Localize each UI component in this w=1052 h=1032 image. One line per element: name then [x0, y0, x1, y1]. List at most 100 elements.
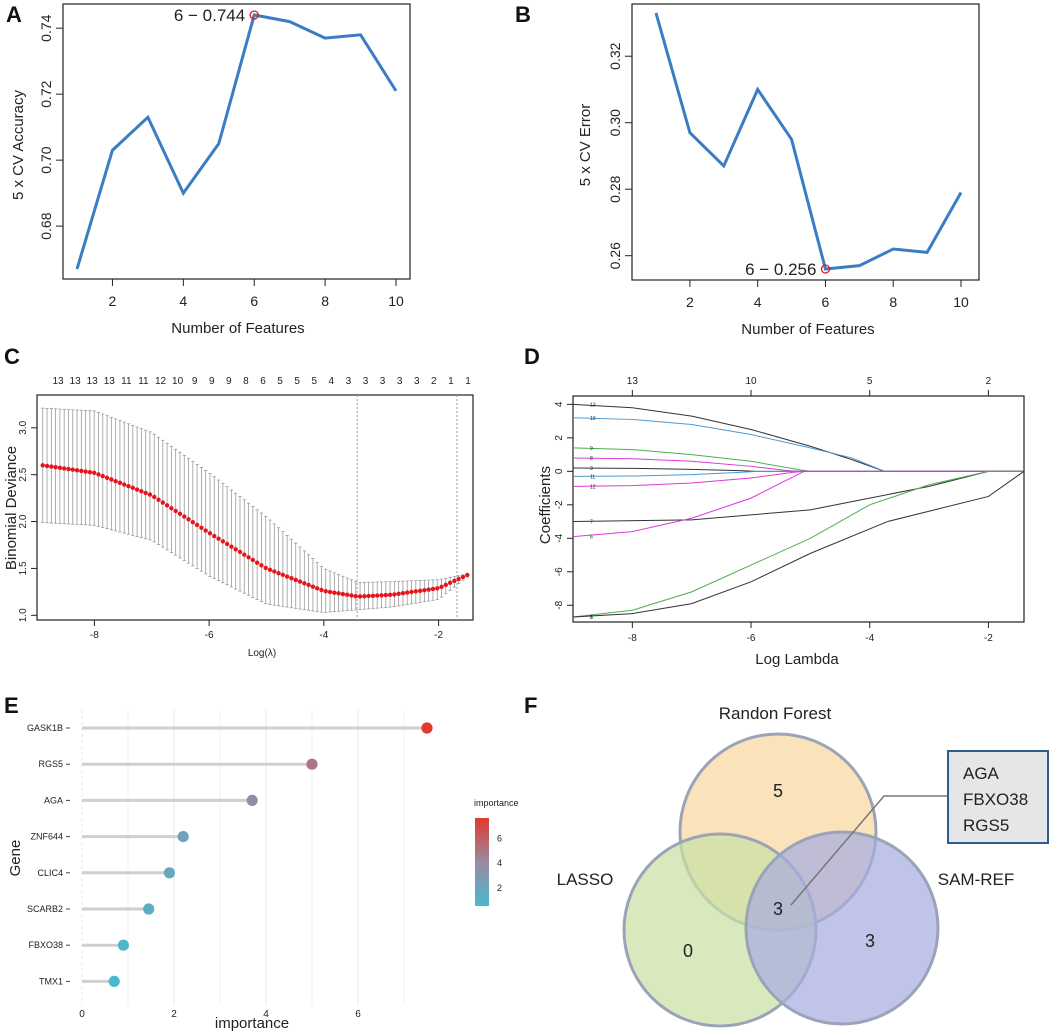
panel-c-deviance-point — [366, 593, 371, 599]
panel-c-deviance-point — [336, 591, 341, 596]
panel-c-deviance-point — [439, 584, 444, 589]
panel-d-y-tick-label: 2 — [554, 435, 565, 441]
panel-d-path-label: 7 — [590, 520, 593, 526]
panel-a: A 0.68 0.70 0.72 0.74 2 4 6 8 10 6 − 0.744 Numb… — [6, 2, 411, 337]
panel-e-legend-tick-label: 4 — [497, 858, 502, 868]
panel-d-path-10 — [572, 417, 1024, 472]
panel-c-deviance-point — [267, 567, 273, 573]
panel-c-error-bars — [41, 407, 469, 613]
panel-c-top-tick-label: 13 — [104, 376, 116, 387]
panel-e-gene-label: FBXO38 — [28, 940, 63, 950]
panel-c-deviance-point — [160, 500, 166, 505]
panel-c-deviance-point — [246, 555, 251, 560]
a-x-tick-label: 2 — [109, 293, 117, 309]
panel-e-gene-label: AGA — [44, 795, 63, 805]
panel-c-deviance-point — [327, 589, 333, 595]
panel-e-x-tick-label: 4 — [263, 1009, 269, 1020]
panel-c-deviance-point — [104, 475, 110, 480]
panel-b-y-axis: 0.26 0.28 0.30 0.32 — [607, 42, 632, 269]
panel-e-dot — [143, 903, 155, 915]
panel-c-top-tick-label: 2 — [431, 376, 437, 387]
panel-c-deviance-point — [293, 577, 298, 583]
panel-d-y-tick-label: -4 — [554, 533, 565, 542]
panel-d-top-tick-label: 2 — [986, 376, 992, 387]
a-x-tick-label: 6 — [250, 293, 258, 309]
panel-c-deviance-point — [139, 489, 144, 494]
panel-c-deviance-point — [310, 584, 316, 589]
panel-e-gene-label: ZNF644 — [30, 832, 63, 842]
panel-c-deviance-point — [224, 541, 230, 547]
panel-c-deviance-point — [375, 593, 380, 598]
panel-d-top-axis: 13 10 5 2 — [627, 376, 992, 396]
panel-c-deviance-point — [379, 593, 384, 598]
panel-d-path-5 — [572, 470, 1025, 618]
panel-c-top-tick-label: 3 — [363, 376, 369, 387]
panel-c-deviance-point — [87, 469, 93, 475]
panel-c-top-tick-label: 1 — [448, 376, 454, 387]
panel-c-top-tick-label: 10 — [172, 376, 184, 387]
panel-b-best-annotation: 6 − 0.256 — [745, 260, 816, 279]
panel-c-deviance-point — [284, 574, 290, 579]
panel-a-y-axis: 0.68 0.70 0.72 0.74 — [38, 14, 63, 240]
panel-c-deviance-point — [297, 579, 303, 584]
panel-b-plot-frame — [631, 3, 980, 281]
panel-c-deviance-point — [177, 511, 183, 516]
panel-c-deviance-point — [74, 468, 80, 473]
panel-a-x-axis: 2 4 6 8 10 — [109, 279, 404, 309]
venn-count-intersection: 3 — [773, 899, 783, 919]
panel-c-y-tick-label: 2.5 — [18, 467, 29, 481]
panel-c-x-tick-label: -2 — [434, 630, 443, 641]
panel-c-deviance-point — [435, 586, 440, 591]
panel-e-gene-label: CLIC4 — [37, 868, 63, 878]
panel-c-deviance-point — [460, 574, 466, 580]
panel-c-deviance-point — [400, 591, 406, 596]
venn-count-lasso-only: 0 — [683, 941, 693, 961]
panel-a-best-point-marker — [249, 10, 259, 20]
panel-d-path-2 — [572, 470, 1024, 618]
panel-d-path-label: 2 — [590, 615, 593, 621]
panel-d-path-label: 6 — [590, 535, 593, 541]
panel-c-deviance-point — [61, 466, 67, 471]
panel-c-deviance-point — [456, 576, 461, 582]
b-y-tick-label: 0.26 — [607, 242, 623, 269]
panel-c-deviance-point — [422, 587, 427, 593]
panel-d-path-label: 9 — [590, 446, 593, 452]
panel-c-deviance-point — [259, 563, 264, 568]
panel-d-top-tick-label: 10 — [745, 376, 757, 387]
panel-c-deviance-point — [370, 593, 376, 598]
venn-circle-sam-ref — [744, 830, 940, 1026]
panel-c-deviance-point — [340, 591, 346, 597]
panel-c: C 13 13 13 13 11 11 12 10 9 9 9 8 6 5 5 5 4 3 3 3 3 3 2 1 1 1.01… — [3, 344, 474, 659]
panel-d-x-tick-label: -8 — [628, 633, 637, 644]
panel-c-deviance-point — [237, 549, 243, 555]
b-x-tick-label: 2 — [686, 294, 694, 310]
panel-c-top-tick-label: 13 — [52, 376, 64, 387]
panel-c-deviance-point — [383, 592, 388, 598]
panel-d-path-13 — [572, 403, 1024, 472]
panel-d-path-label: 10 — [590, 416, 596, 422]
panel-c-deviance-point — [272, 569, 277, 574]
venn-callout-leader — [790, 795, 948, 906]
panel-c-deviance-point — [83, 469, 88, 474]
panel-a-plot-frame — [62, 3, 411, 280]
a-y-tick-label: 0.72 — [38, 80, 54, 107]
panel-d-y-tick-label: 4 — [554, 401, 565, 407]
panel-c-deviance-point — [182, 514, 187, 519]
panel-c-deviance-point — [263, 565, 268, 571]
panel-letter-c: C — [4, 344, 20, 369]
panel-c-deviance-point — [409, 589, 414, 595]
panel-c-top-tick-label: 13 — [70, 376, 82, 387]
panel-c-deviance-point — [164, 503, 170, 508]
panel-c-deviance-point — [40, 463, 45, 468]
panel-c-x-tick-label: -8 — [90, 630, 99, 641]
panel-e-dot — [108, 975, 120, 988]
panel-c-top-tick-label: 3 — [397, 376, 403, 387]
panel-e-legend-tick-label: 6 — [497, 834, 502, 844]
a-x-tick-label: 8 — [321, 293, 329, 309]
panel-c-deviance-point — [233, 547, 238, 552]
panel-e-dot — [117, 939, 129, 951]
panel-c-plot-frame — [36, 394, 474, 621]
a-y-tick-label: 0.74 — [38, 14, 54, 41]
a-y-tick-label: 0.70 — [38, 146, 54, 173]
